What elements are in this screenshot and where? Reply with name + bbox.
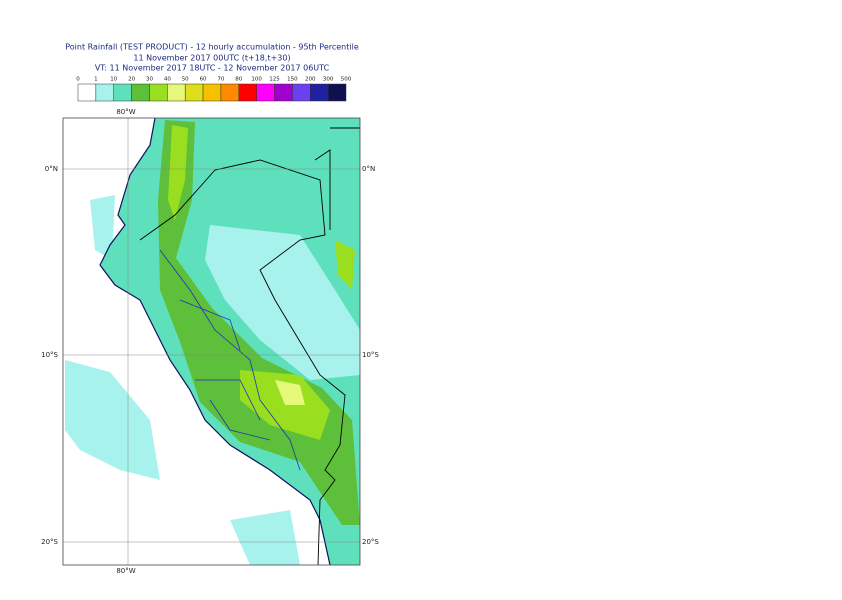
legend-swatch	[149, 83, 168, 102]
legend-swatch	[327, 83, 347, 102]
legend-swatch	[113, 83, 132, 102]
legend-label: 0	[76, 77, 80, 83]
legend-swatch	[95, 83, 114, 102]
legend-label: 60	[200, 77, 207, 83]
legend-swatch	[256, 83, 275, 102]
legend-label: 70	[217, 77, 224, 83]
legend-label: 100	[251, 77, 262, 83]
legend-label: 150	[287, 77, 298, 83]
rain-area	[65, 360, 160, 480]
coastline	[99, 118, 331, 565]
lat-label: 0°N	[362, 165, 375, 173]
legend-label: 500	[341, 77, 352, 83]
lat-label: 20°S	[362, 538, 379, 546]
legend-swatch	[202, 83, 222, 102]
legend-swatch	[184, 83, 204, 102]
rain-area	[275, 380, 305, 405]
legend-swatch	[131, 83, 150, 102]
lat-label: 0°N	[45, 165, 58, 173]
legend-swatch	[274, 83, 293, 102]
rain-area	[168, 125, 188, 220]
legend-label: 30	[146, 77, 153, 83]
legend-swatch	[220, 83, 240, 102]
rain-area	[335, 240, 355, 290]
title: Point Rainfall (TEST PRODUCT) - 12 hourl…	[65, 43, 359, 52]
lat-label: 20°S	[41, 538, 58, 546]
region-border	[159, 249, 301, 471]
legend-swatch	[292, 83, 311, 102]
legend-label: 20	[128, 77, 135, 83]
lat-label: 10°S	[362, 351, 379, 359]
map-frame	[62, 117, 361, 566]
legend-swatch	[310, 83, 329, 102]
lat-label: 10°S	[41, 351, 58, 359]
legend-label: 80	[235, 77, 242, 83]
rain-area	[230, 510, 300, 565]
legend-label: 10	[110, 77, 117, 83]
legend-swatch	[167, 83, 186, 102]
border	[314, 127, 360, 230]
border	[139, 159, 346, 565]
legend-label: 50	[182, 77, 189, 83]
lon-label: 80°W	[116, 567, 135, 575]
legend-label: 1	[94, 77, 98, 83]
map	[63, 118, 360, 565]
rain-area	[90, 195, 115, 260]
valid-time: VT: 11 November 2017 18UTC - 12 November…	[95, 64, 330, 73]
base-time: 11 November 2017 00UTC (t+18,t+30)	[133, 54, 290, 63]
legend: 0 1 10 20 30 40 50 60 70 80 100 125 150 200 300 500	[76, 77, 352, 102]
rain-area	[205, 225, 360, 380]
lon-label: 80°W	[116, 108, 135, 116]
legend-swatch	[238, 83, 257, 102]
legend-label: 125	[269, 77, 280, 83]
legend-label: 40	[164, 77, 171, 83]
legend-label: 200	[305, 77, 316, 83]
legend-label: 300	[323, 77, 334, 83]
legend-swatch	[77, 83, 97, 102]
